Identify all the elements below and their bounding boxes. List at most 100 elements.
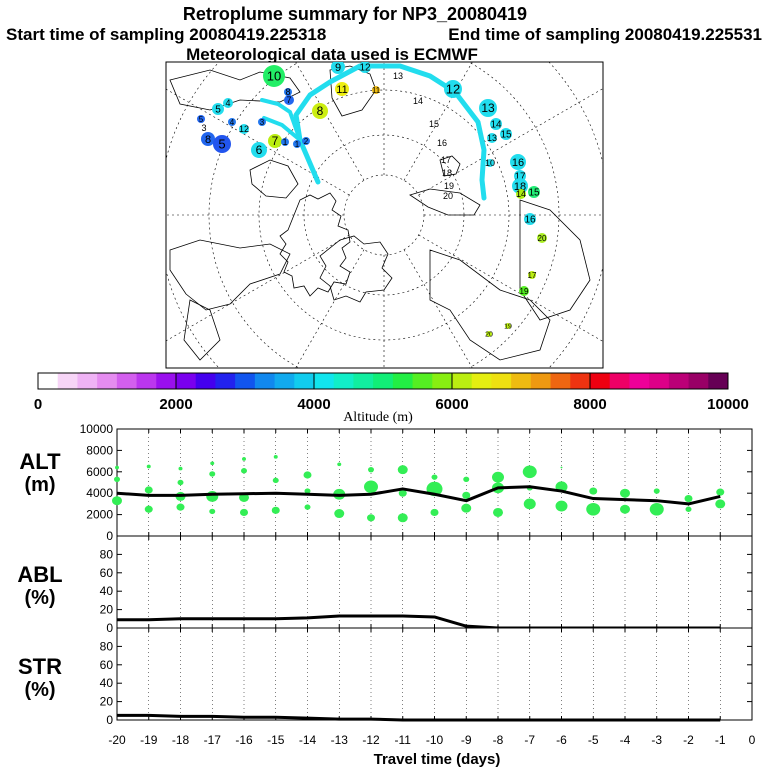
plume-track [260, 63, 487, 201]
colorbar-swatch [471, 373, 492, 389]
x-tick-label: -7 [524, 733, 535, 747]
day-marker-label: 5 [218, 137, 225, 152]
altitude-spread-point [367, 514, 375, 522]
met-data-label: Meteorological data used is ECMWF [186, 45, 478, 64]
y-tick-label: 10000 [80, 422, 114, 436]
meridian-line [166, 234, 350, 342]
altitude-spread-point [115, 465, 119, 470]
colorbar-swatch [215, 373, 236, 389]
x-tick-label: -10 [426, 733, 444, 747]
colorbar-swatch [195, 373, 216, 389]
altitude-spread-point [461, 503, 472, 513]
panel-frame [116, 627, 753, 721]
altitude-spread-point [146, 464, 151, 469]
day-marker [223, 98, 233, 108]
day-marker-label: 13 [487, 133, 497, 143]
day-marker-label: 10 [485, 158, 495, 168]
altitude-spread-point [560, 466, 563, 469]
day-marker [251, 142, 267, 158]
meridian-line [166, 88, 350, 196]
day-marker [359, 62, 371, 73]
altitude-spread-point [462, 491, 471, 499]
colorbar-swatch [392, 373, 414, 389]
meridian-line [403, 62, 473, 181]
day-marker [490, 118, 502, 130]
day-marker-label: 2 [304, 137, 309, 146]
x-tick-label: -11 [395, 733, 412, 747]
x-tick-label: -12 [362, 733, 380, 747]
x-axis: -20 -19 -18 -17 -16 -15 -14 -13 -12 -11 -10 -9 -8 -7-… [108, 733, 755, 747]
y-tick-label: 6000 [86, 465, 113, 479]
altitude-spread-point [715, 499, 726, 509]
altitude-spread-point [304, 504, 311, 510]
day-marker-label: 11 [336, 84, 347, 96]
day-marker [302, 137, 310, 145]
altitude-spread-point [337, 462, 342, 467]
colorbar-swatch [57, 373, 78, 389]
altitude-spread-point [463, 476, 470, 482]
y-tick-label: 40 [100, 676, 114, 690]
altitude-spread-point [620, 504, 630, 514]
day-marker [537, 233, 547, 243]
plume-branch [260, 98, 302, 142]
day-marker-label: 12 [239, 124, 249, 134]
start-time-label: Start time of sampling 20080419.225318 [6, 25, 326, 44]
day-marker [258, 118, 266, 126]
y-tick-label: 40 [100, 584, 114, 598]
day-marker-label: 20 [538, 234, 547, 243]
colorbar-swatch [254, 373, 276, 389]
y-tick-label: 20 [100, 695, 114, 709]
colorbar-swatch [274, 373, 295, 389]
altitude-spread-point [272, 477, 279, 484]
abl-panel: 0 20 40 60 80 ABL(%) [17, 535, 753, 635]
colorbar-swatch [570, 373, 591, 389]
colorbar-swatch [688, 373, 709, 389]
altitude-spread-point [684, 494, 693, 503]
altitude-spread-point [685, 506, 692, 512]
x-tick-label: -18 [172, 733, 190, 747]
colorbar-swatch [333, 373, 354, 389]
colorbar-swatch [373, 373, 394, 389]
day-marker [213, 135, 231, 153]
colorbar-swatch [156, 373, 177, 389]
y-tick-label: 2000 [86, 508, 113, 522]
day-marker-label: 14 [490, 120, 502, 131]
figure-title: Retroplume summary for NP3_20080419 [183, 4, 527, 24]
day-marker-label: 4 [225, 98, 230, 108]
day-marker [528, 271, 536, 279]
day-marker [335, 82, 349, 96]
panel-unit: (m) [24, 474, 55, 496]
day-marker-label: 19 [444, 181, 454, 191]
coastlines [169, 65, 591, 361]
panel-frame [116, 535, 753, 629]
day-marker [516, 189, 526, 199]
altitude-spread-point [242, 457, 246, 461]
day-marker-label: 20 [443, 191, 453, 201]
x-tick-label: -8 [493, 733, 504, 747]
day-marker-label: 1 [295, 140, 300, 149]
alt-series-line [116, 485, 721, 506]
day-marker-label: 5 [215, 105, 221, 116]
day-marker-label: 17 [441, 155, 451, 165]
colorbar-swatch [511, 373, 532, 389]
x-tick-label: -13 [331, 733, 349, 747]
x-tick-label: -17 [204, 733, 222, 747]
altitude-colorbar: 0 2000 4000 6000 8000 10000 [34, 372, 749, 413]
time-series-panels: 0 2000 4000 6000 8000 10000 ALT(m) 0 20 40 60 80 ABL… [17, 422, 753, 727]
y-tick-label: 80 [100, 639, 114, 653]
alt-panel: 0 2000 4000 6000 8000 10000 ALT(m) [19, 422, 753, 543]
day-marker-label: 10 [267, 69, 281, 84]
day-marker [500, 128, 512, 140]
altitude-spread-point [176, 503, 185, 511]
altitude-spread-point [522, 465, 537, 479]
day-marker [486, 331, 492, 337]
colorbar-swatch [609, 373, 630, 389]
colorbar-tick-label: 6000 [435, 396, 468, 413]
end-time-label: End time of sampling 20080419.225531 [448, 25, 762, 44]
day-marker [197, 115, 205, 123]
day-marker [487, 133, 497, 143]
y-tick-label: 60 [100, 566, 114, 580]
x-tick-label: -2 [683, 733, 694, 747]
colorbar-swatch [136, 373, 157, 389]
